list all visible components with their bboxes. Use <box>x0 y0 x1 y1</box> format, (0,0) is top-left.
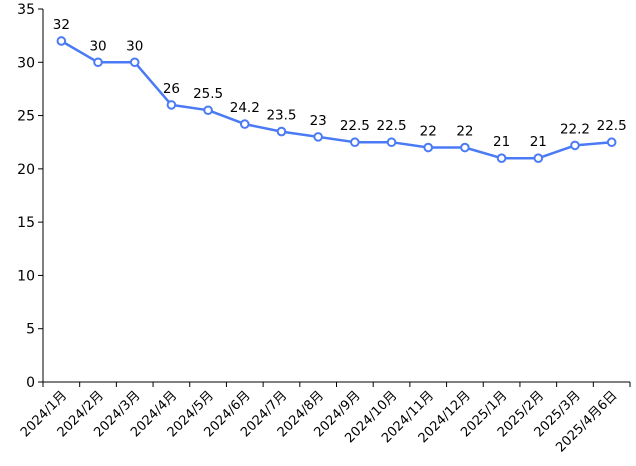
series-group <box>56 36 617 163</box>
data-label: 22.2 <box>560 121 590 137</box>
data-point <box>386 137 397 148</box>
y-tick-label: 5 <box>26 322 35 338</box>
data-label: 25.5 <box>193 86 223 102</box>
data-point <box>56 36 67 46</box>
data-point <box>93 57 103 68</box>
data-label: 32 <box>53 17 70 33</box>
data-point <box>423 142 434 153</box>
data-label: 23 <box>310 113 327 129</box>
data-label: 22.5 <box>377 118 407 134</box>
series-line <box>60 39 613 160</box>
y-tick-label: 25 <box>17 109 35 125</box>
data-label: 23.5 <box>266 108 296 124</box>
y-tick-label: 0 <box>26 375 35 391</box>
y-tick-label: 30 <box>17 55 35 71</box>
data-point <box>496 153 507 163</box>
data-point <box>313 132 323 142</box>
data-label: 22.5 <box>340 118 370 134</box>
data-point <box>276 126 287 137</box>
y-tick-label: 20 <box>17 162 35 178</box>
x-axis-ticks: 2024/1月2024/2月2024/3月2024/4月2024/5月2024/… <box>18 382 631 455</box>
data-point <box>533 153 544 163</box>
data-point <box>129 57 140 68</box>
y-tick-label: 15 <box>17 215 35 231</box>
data-point <box>606 137 617 148</box>
y-tick-label: 10 <box>17 268 35 284</box>
y-tick-label: 35 <box>17 2 35 18</box>
data-label: 22 <box>456 124 473 140</box>
data-point <box>570 140 580 151</box>
data-label: 26 <box>163 81 180 97</box>
data-point <box>350 137 360 148</box>
data-label: 22 <box>420 124 437 140</box>
data-label: 24.2 <box>230 100 260 116</box>
data-label: 22.5 <box>597 118 627 134</box>
data-label: 30 <box>126 38 143 54</box>
data-point <box>203 105 213 116</box>
data-point <box>166 100 177 110</box>
data-labels: 32 30 30 26 25.5 24.2 23.5 23 22.5 22.5 22 22 21 21 22… <box>53 17 627 150</box>
data-label: 21 <box>493 134 510 150</box>
data-point <box>460 142 470 153</box>
data-label: 21 <box>530 134 547 150</box>
y-axis-ticks: 0 5 10 15 20 25 30 35 <box>17 2 43 391</box>
data-label: 30 <box>89 38 106 54</box>
data-point <box>239 119 250 129</box>
